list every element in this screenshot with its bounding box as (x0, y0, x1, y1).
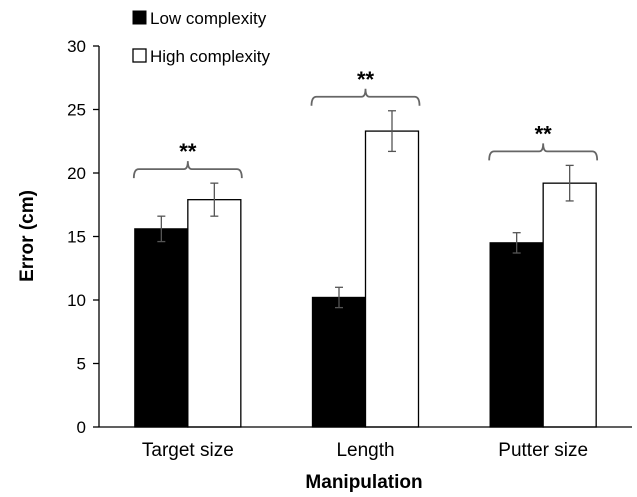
error-bar (210, 182, 219, 217)
significance-bracket (132, 161, 243, 179)
legend-label-low-complexity: Low complexity (150, 9, 267, 28)
y-tick-label: 5 (77, 355, 86, 374)
x-tick-label: Target size (142, 440, 234, 461)
legend-label-high-complexity: High complexity (150, 47, 270, 66)
y-tick-label: 15 (67, 228, 86, 247)
y-tick-label: 0 (77, 418, 86, 437)
x-axis-tick-labels: Target size Length Putter size (142, 440, 588, 461)
bar-high-0 (187, 199, 242, 428)
bar-high-2 (542, 182, 597, 428)
error-bar (335, 286, 343, 309)
error-bar (388, 110, 396, 153)
y-axis-ticks: 0 5 10 15 20 25 30 (67, 37, 99, 437)
bar-high-1 (364, 130, 420, 428)
legend-swatch-low-complexity (132, 10, 147, 25)
significance-bracket (488, 143, 599, 161)
x-axis-title: Manipulation (305, 472, 422, 493)
y-tick-label: 10 (67, 291, 86, 310)
error-bar (512, 232, 521, 254)
error-bar (157, 215, 166, 243)
legend-swatch-high-complexity (132, 48, 147, 63)
significance-bracket (310, 88, 421, 106)
significance-annotations: ** ** ** (132, 67, 599, 179)
significance-label: ** (179, 139, 197, 164)
bar-low-1 (311, 296, 367, 428)
error-bars (157, 110, 574, 309)
error-bar (565, 164, 574, 202)
bar-low-0 (134, 228, 189, 428)
y-tick-label: 20 (67, 164, 86, 183)
y-tick-label: 25 (67, 101, 86, 120)
bar-low-2 (489, 242, 544, 428)
y-axis-title: Error (cm) (17, 190, 38, 282)
significance-label: ** (535, 121, 553, 146)
legend: Low complexity High complexity (132, 9, 270, 66)
bars (134, 130, 597, 428)
y-tick-label: 30 (67, 37, 86, 56)
x-tick-label: Putter size (498, 440, 588, 461)
significance-label: ** (357, 67, 375, 92)
x-tick-label: Length (336, 440, 394, 461)
